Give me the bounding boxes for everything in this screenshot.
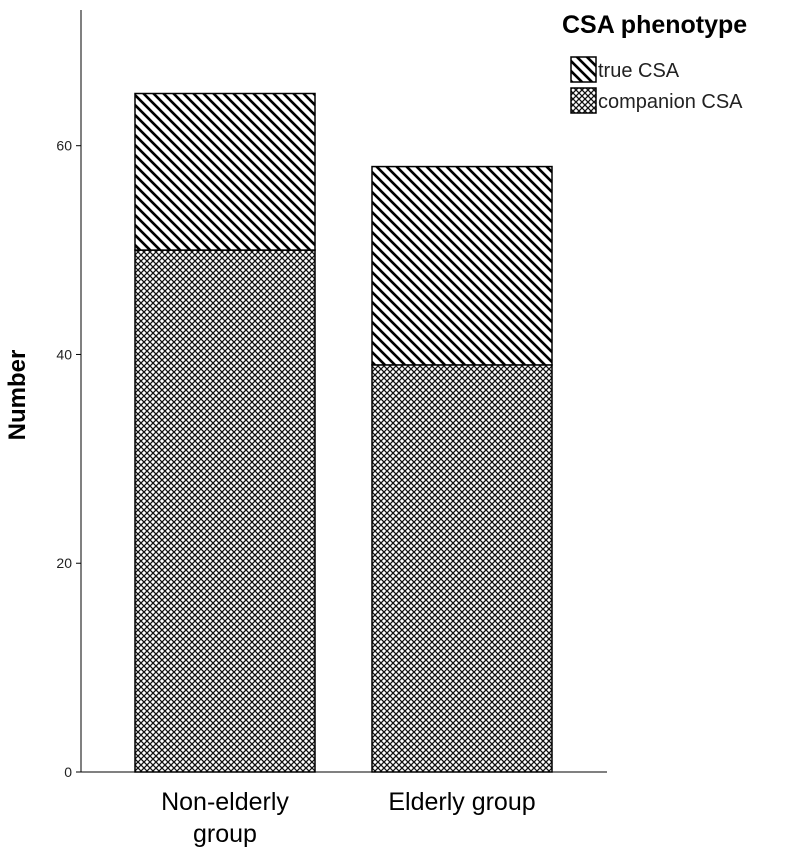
legend-swatch-companion-csa <box>570 87 597 114</box>
y-tick-label-0: 0 <box>64 764 72 780</box>
bar-companion-csa-elderly-group <box>371 364 553 773</box>
legend-swatch-true-csa <box>570 56 597 83</box>
y-tick-label-40: 40 <box>56 346 72 362</box>
plot-area: 0 20 40 60 Non-elderly group Elderly group <box>56 10 607 848</box>
x-label-non-elderly-group: Non-elderly group <box>161 788 289 848</box>
y-ticks: 0 20 40 60 <box>56 138 81 780</box>
y-tick-label-60: 60 <box>56 138 72 154</box>
legend-label-true-csa: true CSA <box>598 60 680 82</box>
x-label-elderly-group: Elderly group <box>388 788 535 816</box>
legend-label-companion-csa: companion CSA <box>598 91 743 113</box>
y-axis-title: Number <box>4 350 31 441</box>
legend: CSA phenotype true CSA companion CSA <box>562 11 747 114</box>
y-tick-label-20: 20 <box>56 555 72 571</box>
bar-companion-csa-non-elderly-group <box>134 249 316 773</box>
bars <box>134 92 553 773</box>
bar-true-csa-elderly-group <box>371 165 553 366</box>
x-labels: Non-elderly group Elderly group <box>161 788 536 848</box>
legend-title: CSA phenotype <box>562 11 747 39</box>
bar-true-csa-non-elderly-group <box>134 92 316 251</box>
